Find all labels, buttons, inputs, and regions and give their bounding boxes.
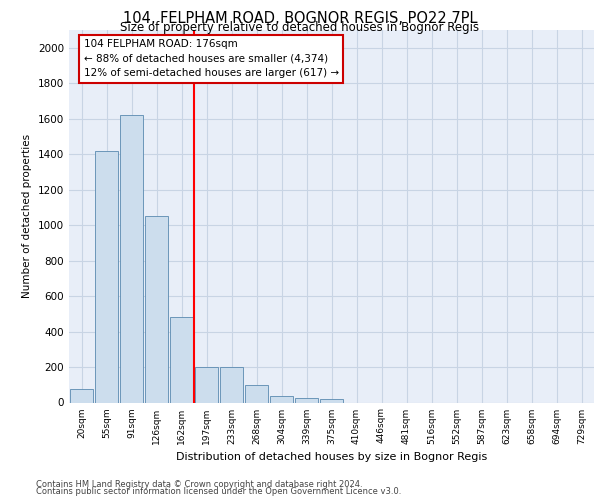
X-axis label: Distribution of detached houses by size in Bognor Regis: Distribution of detached houses by size … (176, 452, 487, 462)
Text: 104, FELPHAM ROAD, BOGNOR REGIS, PO22 7PL: 104, FELPHAM ROAD, BOGNOR REGIS, PO22 7P… (123, 11, 477, 26)
Bar (145, 216, 168, 402)
Bar (245, 385, 268, 402)
Bar (170, 318, 193, 402)
Bar (220, 367, 243, 402)
Bar (95, 150, 118, 402)
Bar (120, 115, 143, 403)
Bar (320, 399, 343, 402)
Text: Contains public sector information licensed under the Open Government Licence v3: Contains public sector information licen… (36, 487, 401, 496)
Bar (295, 398, 318, 402)
Text: Size of property relative to detached houses in Bognor Regis: Size of property relative to detached ho… (121, 21, 479, 34)
Text: Contains HM Land Registry data © Crown copyright and database right 2024.: Contains HM Land Registry data © Crown c… (36, 480, 362, 489)
Y-axis label: Number of detached properties: Number of detached properties (22, 134, 32, 298)
Bar (70, 389, 93, 402)
Bar (270, 396, 293, 402)
Bar (195, 367, 218, 402)
Text: 104 FELPHAM ROAD: 176sqm
← 88% of detached houses are smaller (4,374)
12% of sem: 104 FELPHAM ROAD: 176sqm ← 88% of detach… (83, 39, 338, 78)
